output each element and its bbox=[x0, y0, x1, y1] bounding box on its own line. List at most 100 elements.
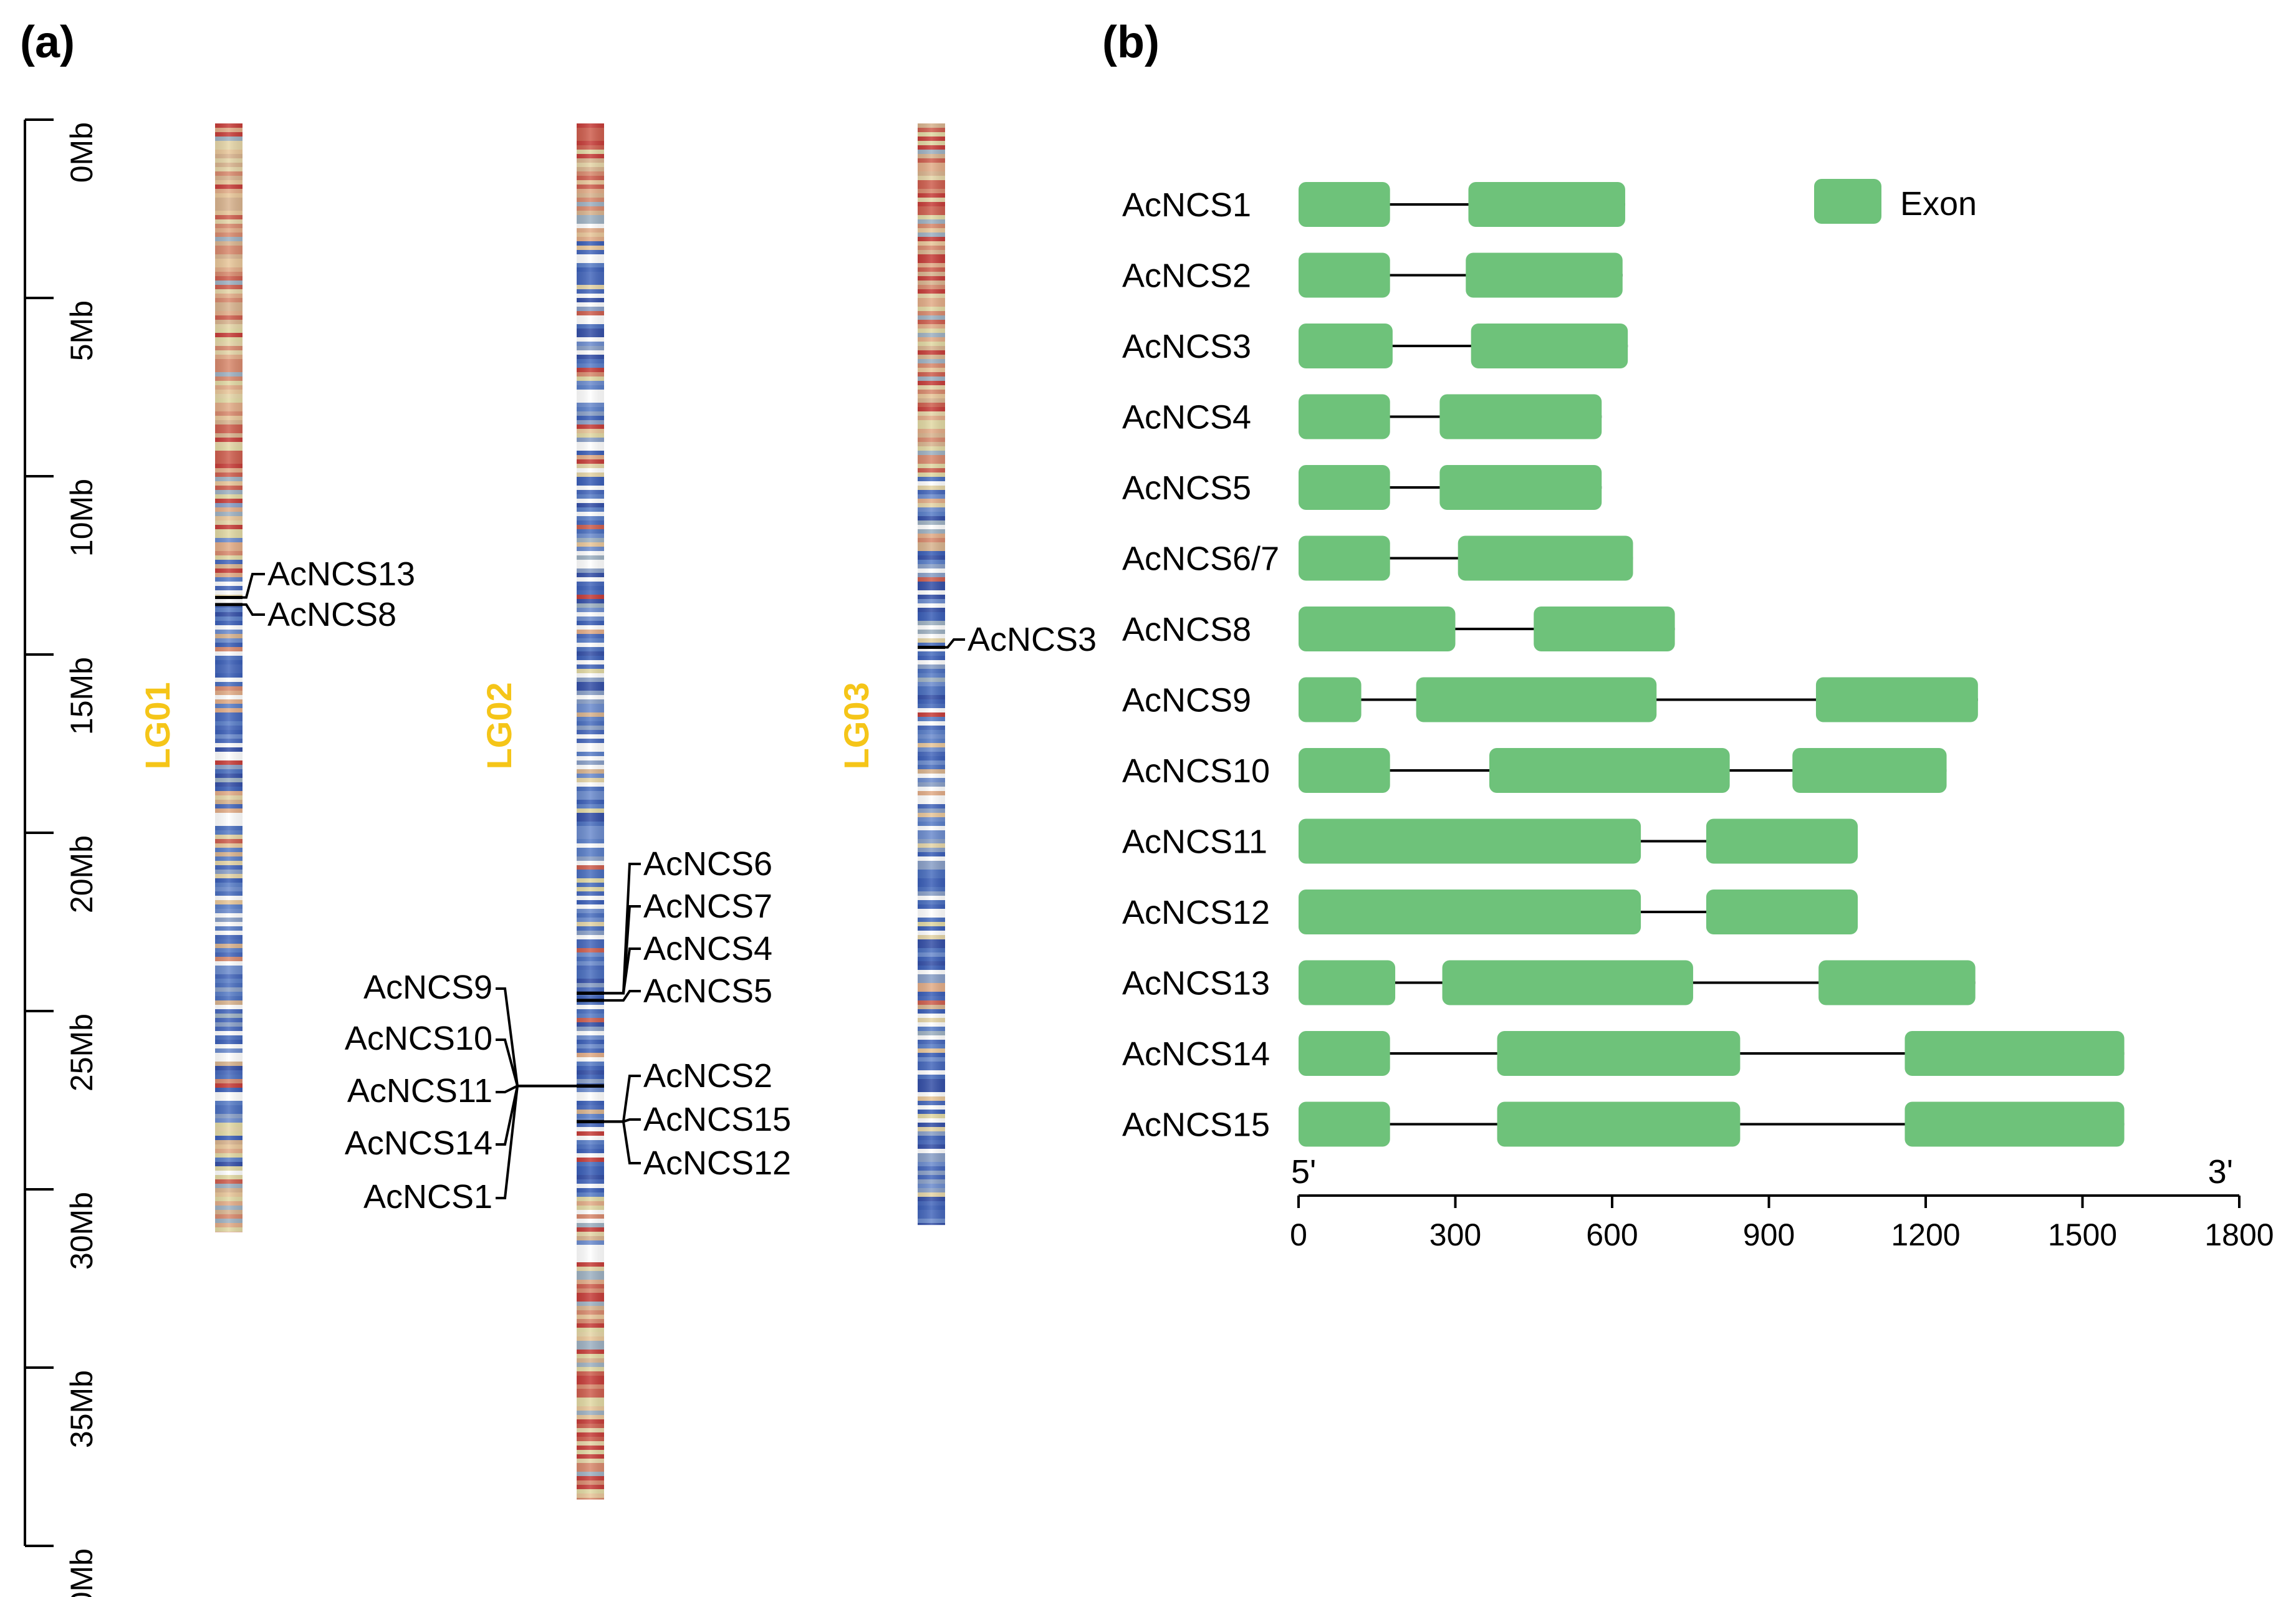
exon-box bbox=[1299, 252, 1390, 298]
exon-box bbox=[1299, 890, 1641, 934]
scale-tick-label: 35Mb bbox=[64, 1370, 99, 1448]
bp-tick-label: 1800 bbox=[2204, 1217, 2274, 1252]
gene-name-label: AcNCS11 bbox=[1122, 823, 1267, 861]
gene-label: AcNCS4 bbox=[643, 930, 772, 967]
gene-label: AcNCS14 bbox=[345, 1125, 492, 1162]
exon-box bbox=[1458, 535, 1633, 581]
exon-box bbox=[1299, 818, 1641, 864]
gene-label: AcNCS2 bbox=[643, 1057, 772, 1095]
gene-leader-line bbox=[496, 1038, 577, 1088]
gene-name-label: AcNCS15 bbox=[1122, 1106, 1270, 1144]
gene-leader-line bbox=[945, 638, 965, 649]
bp-tick-label: 0 bbox=[1290, 1217, 1307, 1252]
gene-structure-chart: AcNCS1 AcNCS2 AcNCS3 AcNCS4 AcNCS5 AcNCS6/7 Ac… bbox=[1122, 179, 2274, 1252]
exon-box bbox=[1815, 677, 1978, 722]
exon-box bbox=[1442, 960, 1693, 1005]
exon-box bbox=[1299, 394, 1390, 439]
panel-b-label: (b) bbox=[1102, 17, 1160, 67]
gene-name-label: AcNCS3 bbox=[1122, 328, 1251, 365]
chromosome-shading bbox=[215, 123, 243, 1232]
exon-box bbox=[1497, 1031, 1741, 1076]
gene-marker-acncs11: AcNCS11 bbox=[347, 1072, 604, 1110]
gene-row-acncs1: AcNCS1 bbox=[1122, 182, 1625, 227]
gene-row-acncs13: AcNCS13 bbox=[1122, 960, 1976, 1005]
gene-row-acncs15: AcNCS15 bbox=[1122, 1101, 2125, 1147]
gene-leader-line bbox=[243, 573, 265, 599]
gene-leader-line bbox=[496, 1085, 577, 1146]
scale-tick-label: 0Mb bbox=[64, 122, 99, 183]
five-prime-label: 5' bbox=[1291, 1153, 1316, 1191]
gene-row-acncs2: AcNCS2 bbox=[1122, 252, 1623, 298]
gene-marker-acncs1: AcNCS1 bbox=[363, 1084, 604, 1216]
chromosome-lg02: LG02 bbox=[479, 123, 604, 1500]
gene-label: AcNCS11 bbox=[347, 1072, 492, 1110]
panel-a-label: (a) bbox=[20, 17, 75, 67]
gene-leader-line bbox=[604, 863, 641, 995]
exon-box bbox=[1299, 677, 1362, 722]
three-prime-label: 3' bbox=[2208, 1153, 2233, 1191]
exon-box bbox=[1299, 960, 1396, 1005]
exon-box bbox=[1299, 182, 1390, 227]
bp-tick-label: 900 bbox=[1743, 1217, 1795, 1252]
exon-box bbox=[1489, 748, 1730, 793]
gene-leader-line bbox=[604, 1120, 641, 1164]
exon-box bbox=[1792, 748, 1947, 793]
gene-row-acncs5: AcNCS5 bbox=[1122, 465, 1602, 510]
mb-scale-axis: 0Mb 5Mb 10Mb 15Mb 20Mb 25Mb 30Mb 35Mb 40Mb bbox=[24, 118, 99, 1597]
gene-row-acncs3: AcNCS3 bbox=[1122, 324, 1628, 368]
gene-leader-line bbox=[604, 1075, 641, 1123]
gene-row-acncs10: AcNCS10 bbox=[1122, 748, 1947, 793]
gene-name-label: AcNCS10 bbox=[1122, 752, 1270, 790]
gene-name-label: AcNCS6/7 bbox=[1122, 540, 1279, 578]
exon-box bbox=[1468, 182, 1625, 227]
exon-box bbox=[1299, 465, 1390, 510]
gene-label: AcNCS8 bbox=[267, 596, 396, 633]
exon-box bbox=[1439, 394, 1602, 439]
bp-tick-label: 300 bbox=[1429, 1217, 1481, 1252]
gene-leader-line bbox=[604, 947, 641, 995]
gene-row-acncs4: AcNCS4 bbox=[1122, 394, 1602, 439]
chromosome-shading bbox=[577, 123, 604, 1500]
gene-label: AcNCS9 bbox=[363, 969, 492, 1006]
gene-row-acncs11: AcNCS11 bbox=[1122, 818, 1858, 864]
gene-marker-acncs3: AcNCS3 bbox=[918, 621, 1097, 658]
exon-box bbox=[1416, 677, 1657, 722]
gene-row-acncs6-7: AcNCS6/7 bbox=[1122, 535, 1633, 581]
exon-box bbox=[1818, 960, 1976, 1005]
scale-tick-label: 15Mb bbox=[64, 657, 99, 735]
gene-name-label: AcNCS9 bbox=[1122, 682, 1251, 719]
gene-name-label: AcNCS14 bbox=[1122, 1035, 1270, 1073]
exon-box bbox=[1299, 607, 1456, 651]
exon-box bbox=[1905, 1031, 2125, 1076]
exon-box bbox=[1299, 1101, 1390, 1147]
gene-label: AcNCS1 bbox=[363, 1178, 492, 1216]
gene-name-label: AcNCS12 bbox=[1122, 894, 1270, 931]
scale-tick-label: 10Mb bbox=[64, 479, 99, 557]
gene-marker-acncs4: AcNCS4 bbox=[577, 930, 772, 995]
gene-marker-acncs14: AcNCS14 bbox=[345, 1084, 604, 1162]
exon-box bbox=[1497, 1101, 1741, 1147]
gene-marker-acncs8: AcNCS8 bbox=[215, 596, 396, 633]
gene-row-acncs14: AcNCS14 bbox=[1122, 1031, 2125, 1076]
bp-tick-label: 1200 bbox=[1891, 1217, 1960, 1252]
gene-leader-line bbox=[496, 987, 577, 1088]
gene-label: AcNCS7 bbox=[643, 888, 772, 925]
legend-label: Exon bbox=[1900, 185, 1977, 223]
gene-label: AcNCS3 bbox=[968, 621, 1097, 658]
gene-row-acncs8: AcNCS8 bbox=[1122, 607, 1675, 651]
gene-name-label: AcNCS13 bbox=[1122, 965, 1270, 1002]
chromosome-lg03: LG03 bbox=[837, 123, 945, 1225]
exon-box bbox=[1466, 252, 1623, 298]
bp-axis: 0 300 600 900 1200 1500 1800 5' 3' bbox=[1290, 1153, 2274, 1252]
exon-box bbox=[1706, 818, 1858, 864]
gene-marker-acncs9: AcNCS9 bbox=[363, 969, 604, 1088]
gene-label: AcNCS10 bbox=[345, 1020, 492, 1057]
bp-tick-label: 1500 bbox=[2048, 1217, 2117, 1252]
gene-name-label: AcNCS1 bbox=[1122, 186, 1251, 224]
chromosome-label: LG01 bbox=[138, 682, 177, 769]
scale-tick-label: 30Mb bbox=[64, 1192, 99, 1270]
exon-box bbox=[1439, 465, 1602, 510]
scale-tick-label: 25Mb bbox=[64, 1014, 99, 1091]
